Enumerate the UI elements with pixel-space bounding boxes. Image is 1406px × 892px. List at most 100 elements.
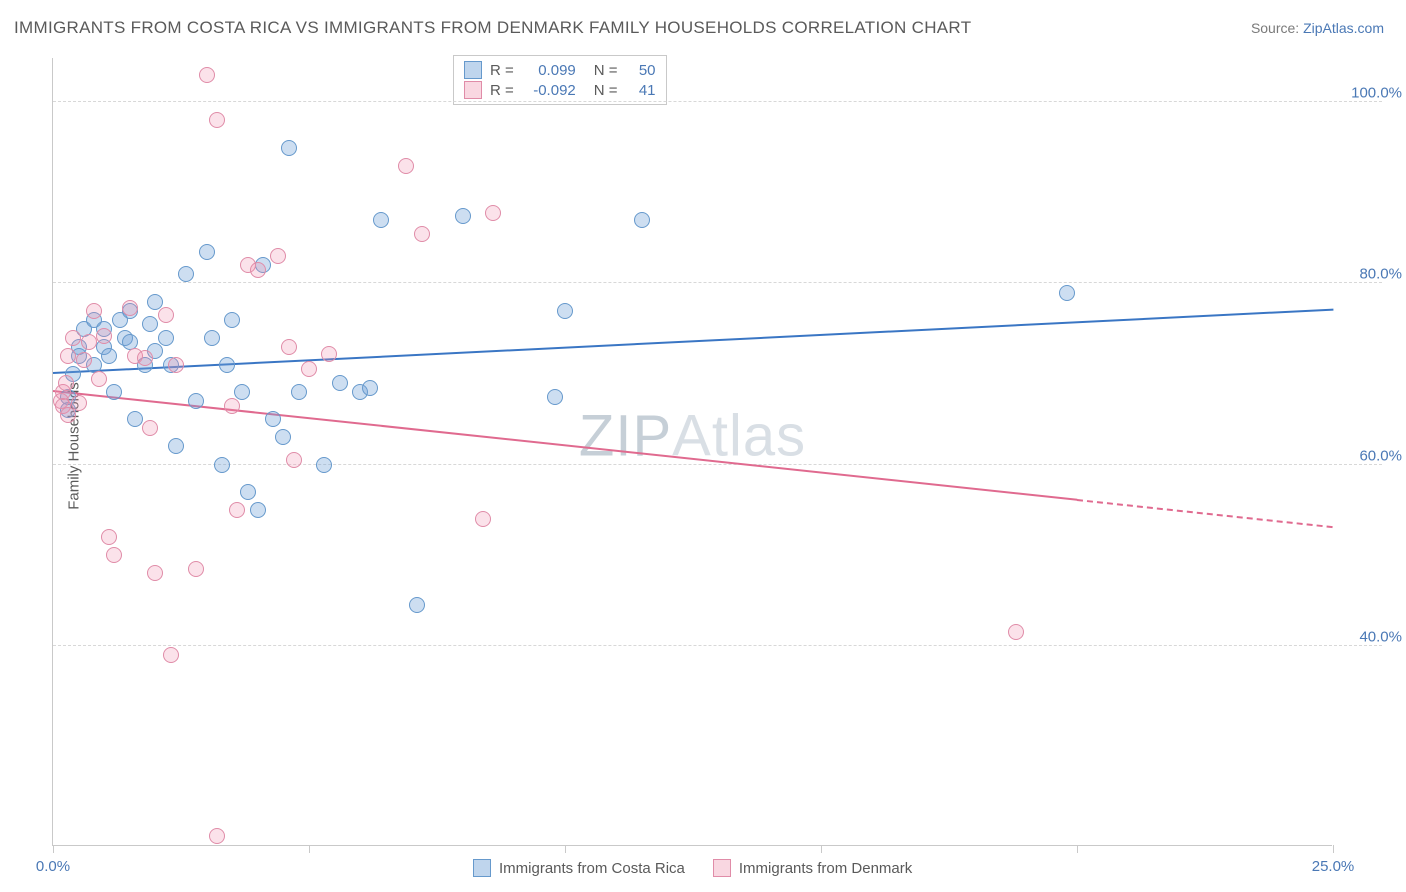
data-point (485, 205, 501, 221)
data-point (332, 375, 348, 391)
trend-line-extrapolated (1077, 499, 1333, 528)
data-point (81, 334, 97, 350)
data-point (281, 140, 297, 156)
chart-title: IMMIGRANTS FROM COSTA RICA VS IMMIGRANTS… (14, 18, 971, 38)
data-point (362, 380, 378, 396)
r-value: -0.092 (522, 82, 576, 99)
data-point (209, 112, 225, 128)
y-tick-label: 80.0% (1359, 266, 1402, 283)
swatch-icon (464, 81, 482, 99)
x-tick (309, 845, 310, 853)
data-point (65, 330, 81, 346)
data-point (219, 357, 235, 373)
data-point (286, 452, 302, 468)
data-point (1008, 624, 1024, 640)
data-point (240, 484, 256, 500)
data-point (547, 389, 563, 405)
data-point (86, 303, 102, 319)
gridline (53, 645, 1382, 646)
x-tick (565, 845, 566, 853)
data-point (91, 371, 107, 387)
data-point (168, 357, 184, 373)
data-point (101, 529, 117, 545)
data-point (122, 300, 138, 316)
data-point (188, 561, 204, 577)
data-point (199, 244, 215, 260)
y-tick-label: 100.0% (1351, 85, 1402, 102)
data-point (168, 438, 184, 454)
r-value: 0.099 (522, 62, 576, 79)
x-tick (53, 845, 54, 853)
legend: Immigrants from Costa Rica Immigrants fro… (473, 859, 912, 877)
data-point (316, 457, 332, 473)
scatter-plot: ZIPAtlas R =0.099N =50R =-0.092N =41 Imm… (52, 58, 1332, 846)
x-tick (1077, 845, 1078, 853)
data-point (142, 420, 158, 436)
gridline (53, 282, 1382, 283)
data-point (106, 547, 122, 563)
data-point (224, 312, 240, 328)
data-point (250, 262, 266, 278)
data-point (209, 828, 225, 844)
y-tick-label: 60.0% (1359, 447, 1402, 464)
data-point (409, 597, 425, 613)
legend-label: Immigrants from Denmark (739, 860, 912, 877)
data-point (204, 330, 220, 346)
data-point (71, 395, 87, 411)
data-point (373, 212, 389, 228)
data-point (178, 266, 194, 282)
data-point (158, 330, 174, 346)
data-point (414, 226, 430, 242)
data-point (250, 502, 266, 518)
swatch-icon (464, 61, 482, 79)
data-point (188, 393, 204, 409)
swatch-icon (473, 859, 491, 877)
source-link[interactable]: ZipAtlas.com (1303, 20, 1384, 36)
data-point (106, 384, 122, 400)
data-point (281, 339, 297, 355)
data-point (158, 307, 174, 323)
data-point (557, 303, 573, 319)
legend-item: Immigrants from Denmark (713, 859, 912, 877)
data-point (301, 361, 317, 377)
data-point (163, 647, 179, 663)
trend-line (53, 309, 1333, 374)
data-point (291, 384, 307, 400)
n-label: N = (594, 62, 618, 79)
x-tick (1333, 845, 1334, 853)
data-point (455, 208, 471, 224)
data-point (76, 352, 92, 368)
data-point (101, 348, 117, 364)
r-label: R = (490, 62, 514, 79)
data-point (224, 398, 240, 414)
source-label: Source: (1251, 20, 1303, 36)
source-attribution: Source: ZipAtlas.com (1251, 20, 1384, 36)
legend-label: Immigrants from Costa Rica (499, 860, 685, 877)
y-tick-label: 40.0% (1359, 628, 1402, 645)
data-point (147, 565, 163, 581)
data-point (1059, 285, 1075, 301)
gridline (53, 101, 1382, 102)
stat-row: R = 0.099 N = 50 (464, 60, 656, 80)
gridline (53, 464, 1382, 465)
r-label: R = (490, 82, 514, 99)
n-value: 50 (626, 62, 656, 79)
data-point (137, 350, 153, 366)
data-point (265, 411, 281, 427)
trend-line (53, 390, 1077, 501)
x-tick-label: 25.0% (1312, 858, 1355, 875)
data-point (321, 346, 337, 362)
x-tick (821, 845, 822, 853)
data-point (475, 511, 491, 527)
data-point (58, 375, 74, 391)
data-point (234, 384, 250, 400)
data-point (199, 67, 215, 83)
data-point (398, 158, 414, 174)
legend-item: Immigrants from Costa Rica (473, 859, 685, 877)
data-point (127, 411, 143, 427)
correlation-stats-box: R = 0.099 N = 50 R = -0.092 N = 41 (453, 55, 667, 105)
data-point (275, 429, 291, 445)
n-value: 41 (626, 82, 656, 99)
data-point (60, 348, 76, 364)
n-label: N = (594, 82, 618, 99)
